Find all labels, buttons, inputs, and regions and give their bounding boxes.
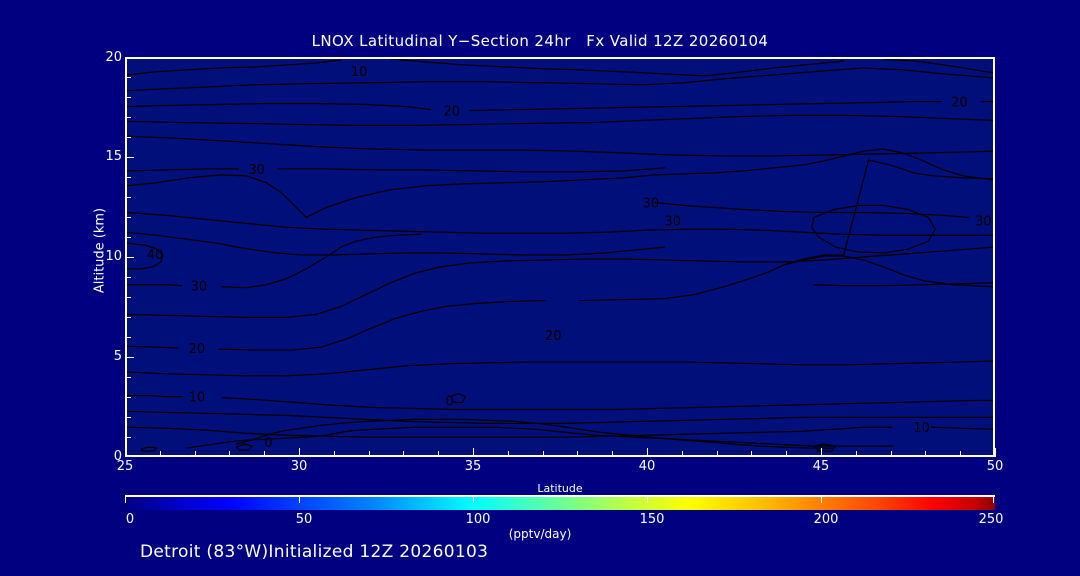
x-tick-25: 25	[116, 459, 134, 474]
colorbar-tick-200: 200	[813, 512, 839, 527]
svg-text:20: 20	[545, 329, 561, 344]
colorbar-tick-mark	[993, 497, 994, 503]
x-tick-mark	[995, 448, 996, 457]
y-axis: Altitude (km) 0 5 10 15 20	[78, 51, 123, 463]
colorbar-tick-mark	[473, 497, 474, 503]
y-tick-10: 10	[105, 249, 122, 264]
colorbar-tick-mark	[821, 497, 822, 503]
x-tick-50: 50	[986, 459, 1004, 474]
x-tick-30: 30	[290, 459, 308, 474]
svg-text:20: 20	[951, 96, 967, 111]
colorbar-tick-mark	[125, 497, 126, 503]
svg-text:40: 40	[147, 248, 163, 263]
y-tick-5: 5	[113, 349, 122, 364]
y-tick-0: 0	[113, 449, 122, 464]
svg-text:10: 10	[913, 421, 929, 436]
x-tick-35: 35	[464, 459, 482, 474]
footer-caption: Detroit (83°W)Initialized 12Z 20260103	[140, 542, 489, 562]
y-tick-15: 15	[105, 149, 122, 164]
colorbar-tick-mark	[647, 497, 648, 503]
x-axis: 25 30 35 40 45 50	[117, 459, 1004, 481]
svg-text:30: 30	[191, 280, 207, 295]
svg-text:20: 20	[189, 342, 205, 357]
x-tick-40: 40	[638, 459, 656, 474]
x-tick-45: 45	[812, 459, 830, 474]
colorbar-units: (pptv/day)	[508, 527, 572, 541]
colorbar-tick-50: 50	[295, 512, 313, 527]
svg-text:30: 30	[975, 214, 991, 229]
colorbar-tick-250: 250	[978, 512, 1004, 527]
colorbar	[125, 497, 995, 510]
contour-labels: 10 20 30 20 40 30 30 30 30 20 20 10 10 0…	[147, 65, 992, 451]
svg-text:10: 10	[189, 391, 205, 406]
svg-text:0: 0	[446, 395, 454, 410]
contour-field: 10 20 30 20 40 30 30 30 30 20 20 10 10 0…	[127, 59, 993, 452]
chart-title: LNOX Latitudinal Y−Section 24hr Fx Valid…	[311, 32, 769, 50]
colorbar-topline	[125, 495, 995, 497]
svg-text:0: 0	[264, 436, 272, 451]
svg-text:30: 30	[248, 163, 264, 178]
colorbar-tick-mark	[299, 497, 300, 503]
colorbar-tick-150: 150	[639, 512, 665, 527]
contour-lines	[127, 59, 993, 452]
svg-text:20: 20	[444, 104, 460, 119]
colorbar-title: Latitude	[537, 482, 583, 495]
svg-text:30: 30	[665, 214, 681, 229]
svg-text:10: 10	[351, 65, 367, 80]
colorbar-ticks: 0 50 100 150 200 250	[125, 497, 1003, 532]
y-tick-20: 20	[105, 50, 122, 65]
colorbar-tick-100: 100	[465, 512, 491, 527]
svg-text:30: 30	[643, 197, 659, 212]
colorbar-tick-0: 0	[125, 512, 135, 527]
plot-area: 10 20 30 20 40 30 30 30 30 20 20 10 10 0…	[125, 57, 995, 457]
